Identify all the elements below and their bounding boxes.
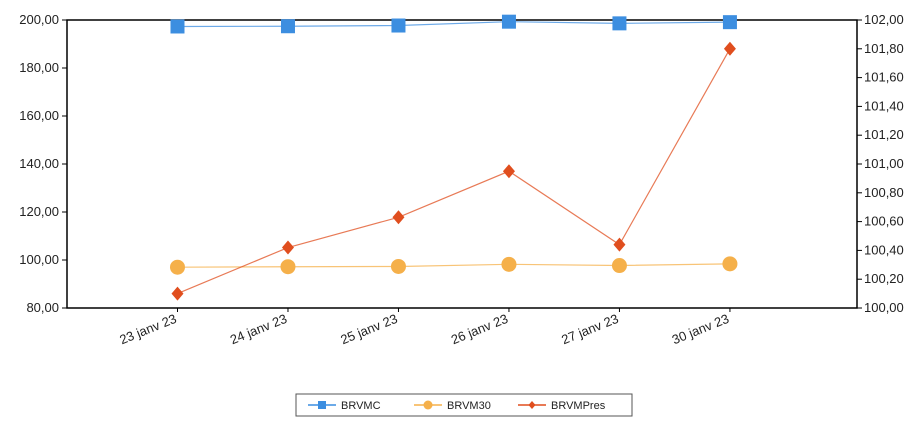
right-axis-tick-label: 101,20 [864, 127, 904, 142]
data-point-brvm30 [169, 259, 185, 275]
legend-marker-brvmc [318, 401, 326, 409]
legend-label-brvmpres: BRVMPres [551, 400, 606, 412]
series-line-brvmpres [177, 48, 731, 295]
right-axis-tick-label: 101,00 [864, 156, 904, 171]
data-point-brvmpres [171, 286, 184, 301]
right-axis-tick-label: 101,40 [864, 98, 904, 113]
data-point-brvmpres [723, 41, 736, 56]
left-axis-tick-label: 80,00 [26, 300, 59, 315]
right-axis-tick-label: 100,20 [864, 271, 904, 286]
data-point-brvm30 [280, 259, 296, 275]
legend-marker-brvmpres [528, 401, 536, 409]
data-point-brvm30 [611, 258, 627, 274]
data-point-brvm30 [501, 256, 517, 272]
data-point-brvm30 [390, 258, 406, 274]
left-axis-tick-label: 160,00 [19, 108, 59, 123]
data-point-brvmc [501, 14, 516, 29]
right-axis-tick-label: 100,40 [864, 242, 904, 257]
x-axis-tick-label: 27 janv 23 [559, 311, 620, 347]
left-axis-tick-label: 100,00 [19, 252, 59, 267]
data-point-brvmc [280, 19, 295, 34]
series-line-brvm30 [177, 263, 730, 268]
data-point-brvmc [722, 15, 737, 30]
right-axis-tick-label: 101,60 [864, 70, 904, 85]
series-line-brvmc [177, 21, 730, 28]
data-point-brvmpres [281, 240, 294, 255]
right-axis-tick-label: 102,00 [864, 12, 904, 27]
legend-label-brvm30: BRVM30 [447, 400, 491, 412]
legend-marker-brvm30 [423, 400, 433, 410]
legend [295, 393, 633, 417]
x-axis-tick-label: 23 janv 23 [117, 311, 178, 347]
x-axis-tick-label: 25 janv 23 [338, 311, 399, 347]
data-point-brvmc [391, 18, 406, 33]
x-axis-tick-label: 24 janv 23 [228, 311, 289, 347]
data-point-brvm30 [722, 256, 738, 272]
data-point-brvmpres [613, 237, 626, 252]
right-axis-tick-label: 100,80 [864, 185, 904, 200]
right-axis-tick-label: 100,00 [864, 300, 904, 315]
x-axis-tick-label: 26 janv 23 [449, 311, 510, 347]
legend-label-brvmc: BRVMC [341, 400, 381, 412]
data-point-brvmpres [392, 210, 405, 225]
left-axis-tick-label: 200,00 [19, 12, 59, 27]
right-axis-tick-label: 101,80 [864, 41, 904, 56]
left-axis-tick-label: 140,00 [19, 156, 59, 171]
right-axis-tick-label: 100,60 [864, 214, 904, 229]
left-axis-tick-label: 180,00 [19, 60, 59, 75]
data-point-brvmc [170, 19, 185, 34]
x-axis-tick-label: 30 janv 23 [670, 311, 731, 347]
data-point-brvmpres [502, 164, 515, 179]
data-point-brvmc [612, 16, 627, 31]
left-axis-tick-label: 120,00 [19, 204, 59, 219]
